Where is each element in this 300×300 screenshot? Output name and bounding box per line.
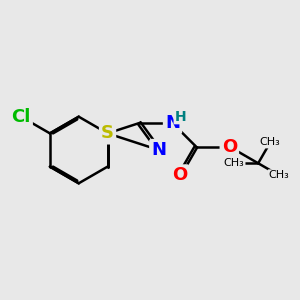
Text: N: N: [151, 141, 166, 159]
Text: N: N: [165, 114, 180, 132]
Text: S: S: [101, 124, 114, 142]
Text: Cl: Cl: [11, 108, 31, 126]
Text: O: O: [222, 138, 237, 156]
Text: O: O: [172, 167, 187, 184]
Text: CH₃: CH₃: [260, 137, 280, 148]
Text: CH₃: CH₃: [224, 158, 244, 168]
Text: CH₃: CH₃: [268, 170, 289, 180]
Text: H: H: [174, 110, 186, 124]
